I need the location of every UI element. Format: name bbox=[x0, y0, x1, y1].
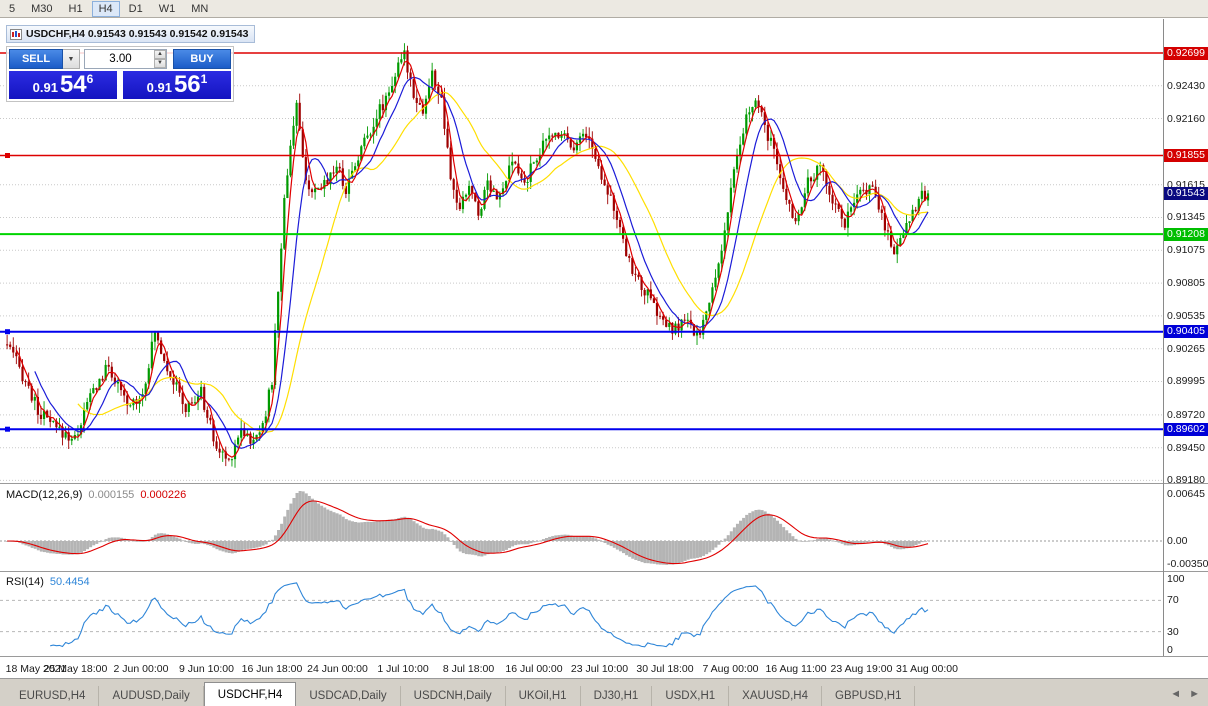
chart-icon bbox=[10, 28, 22, 40]
order-type-dropdown[interactable]: ▼ bbox=[63, 49, 80, 69]
sell-price-point: 6 bbox=[86, 72, 94, 86]
moving-average-24 bbox=[77, 91, 929, 433]
sell-price-pips: 54 bbox=[59, 71, 87, 98]
time-axis-label: 9 Jun 10:00 bbox=[179, 663, 234, 675]
sell-price-base: 0.91 bbox=[32, 80, 58, 95]
time-axis-label: 8 Jul 18:00 bbox=[442, 663, 495, 675]
buy-price-display[interactable]: 0.91 56 1 bbox=[123, 71, 231, 99]
timeframe-button-h1[interactable]: H1 bbox=[68, 2, 83, 15]
macd-signal-line bbox=[7, 500, 929, 565]
timeframe-toolbar: 5 M30 H1 H4 D1 W1 MN bbox=[0, 0, 1208, 18]
time-axis-label: 23 Aug 19:00 bbox=[830, 663, 893, 675]
chart-tab-usdcnh[interactable]: USDCNH,Daily bbox=[401, 686, 506, 706]
price-tick-label: 0.90535 bbox=[1167, 310, 1205, 322]
price-chart[interactable] bbox=[0, 20, 1163, 483]
rsi-label: RSI(14) 50.4454 bbox=[6, 576, 90, 588]
panel-separator bbox=[0, 656, 1208, 657]
timeframe-button-d1[interactable]: D1 bbox=[128, 2, 143, 15]
chart-tab-dj30[interactable]: DJ30,H1 bbox=[581, 686, 653, 706]
time-axis-label: 25 May 18:00 bbox=[43, 663, 108, 675]
timeframe-button-mn[interactable]: MN bbox=[191, 2, 209, 15]
moving-average-4 bbox=[15, 60, 929, 458]
tabs-scroll-left-icon[interactable]: ◄ bbox=[1170, 688, 1182, 700]
price-tick-label: 0.92160 bbox=[1167, 113, 1205, 125]
macd-axis-label: 0.00 bbox=[1167, 535, 1188, 547]
rsi-line bbox=[50, 582, 929, 648]
sell-price-display[interactable]: 0.91 54 6 bbox=[9, 71, 117, 99]
one-click-trading-panel: SELL ▼ ▲ ▼ BUY 0.91 54 6 0.91 56 1 bbox=[6, 46, 234, 102]
chart-tab-eurusd[interactable]: EURUSD,H4 bbox=[6, 686, 100, 706]
price-gridlines bbox=[0, 85, 1163, 481]
tabs-scroll-right-icon[interactable]: ► bbox=[1189, 688, 1200, 700]
current-price-badge: 0.91543 bbox=[1164, 187, 1208, 200]
chart-window-titlebar[interactable]: USDCHF,H4 0.91543 0.91543 0.91542 0.9154… bbox=[6, 25, 256, 43]
time-axis-label: 23 Jul 10:00 bbox=[570, 663, 629, 675]
timeframe-button-5[interactable]: 5 bbox=[9, 2, 16, 15]
macd-axis-label: -0.00350 bbox=[1167, 558, 1208, 570]
time-axis-label: 1 Jul 10:00 bbox=[377, 663, 429, 675]
rsi-axis-label: 0 bbox=[1167, 644, 1173, 656]
price-axis-divider[interactable] bbox=[1163, 19, 1164, 656]
time-axis-label: 7 Aug 00:00 bbox=[702, 663, 759, 675]
macd-label: MACD(12,26,9) 0.000155 0.000226 bbox=[6, 489, 187, 501]
time-axis-label: 16 Jul 00:00 bbox=[505, 663, 563, 675]
chart-tab-usdcad[interactable]: USDCAD,Daily bbox=[296, 686, 401, 706]
level-price-badge: 0.91208 bbox=[1164, 228, 1208, 241]
chart-tab-usdchf[interactable]: USDCHF,H4 bbox=[203, 682, 297, 706]
chart-tab-gbpusd[interactable]: GBPUSD,H1 bbox=[822, 686, 916, 706]
price-tick-label: 0.91345 bbox=[1167, 211, 1205, 223]
chart-tab-xauusd[interactable]: XAUUSD,H4 bbox=[729, 686, 822, 706]
macd-histogram bbox=[6, 491, 930, 565]
volume-increase-button[interactable]: ▲ bbox=[154, 50, 166, 59]
chart-tabs-bar: EURUSD,H4 AUDUSD,Daily USDCHF,H4 USDCAD,Dai… bbox=[0, 678, 1208, 706]
chevron-down-icon: ▼ bbox=[67, 55, 75, 63]
price-tick-label: 0.89720 bbox=[1167, 409, 1205, 421]
price-tick-label: 0.92430 bbox=[1167, 80, 1205, 92]
sell-button[interactable]: SELL bbox=[9, 49, 63, 69]
rsi-axis-label: 70 bbox=[1167, 594, 1179, 606]
level-price-badge: 0.91855 bbox=[1164, 149, 1208, 162]
timeframe-button-w1[interactable]: W1 bbox=[158, 2, 176, 15]
price-tick-label: 0.89180 bbox=[1167, 474, 1205, 486]
time-axis-label: 24 Jun 00:00 bbox=[307, 663, 368, 675]
buy-price-base: 0.91 bbox=[146, 80, 172, 95]
time-axis-label: 2 Jun 00:00 bbox=[113, 663, 169, 675]
time-axis-label: 16 Aug 11:00 bbox=[765, 663, 827, 675]
chart-title: USDCHF,H4 0.91543 0.91543 0.91542 0.9154… bbox=[26, 28, 249, 40]
price-tick-label: 0.90805 bbox=[1167, 277, 1205, 289]
timeframe-button-m30[interactable]: M30 bbox=[31, 2, 53, 15]
rsi-panel[interactable] bbox=[0, 572, 1163, 656]
price-tick-label: 0.89450 bbox=[1167, 442, 1205, 454]
panel-separator[interactable] bbox=[0, 483, 1208, 484]
time-axis-label: 30 Jul 18:00 bbox=[636, 663, 694, 675]
rsi-axis-label: 30 bbox=[1167, 626, 1179, 638]
price-tick-label: 0.91075 bbox=[1167, 244, 1205, 256]
buy-price-point: 1 bbox=[200, 72, 208, 86]
time-axis: 18 May 2021 25 May 18:00 2 Jun 00:00 9 Jun … bbox=[0, 657, 1208, 678]
moving-average-10 bbox=[34, 76, 929, 449]
volume-input[interactable] bbox=[84, 49, 167, 69]
level-price-badge: 0.89602 bbox=[1164, 423, 1208, 436]
price-tick-label: 0.89995 bbox=[1167, 375, 1205, 387]
buy-price-pips: 56 bbox=[173, 71, 201, 98]
panel-separator[interactable] bbox=[0, 571, 1208, 572]
timeframe-button-h4[interactable]: H4 bbox=[91, 0, 120, 17]
macd-axis-label: 0.00645 bbox=[1167, 488, 1205, 500]
price-tick-label: 0.90265 bbox=[1167, 343, 1205, 355]
level-price-badge: 0.90405 bbox=[1164, 325, 1208, 338]
macd-panel[interactable] bbox=[0, 484, 1163, 571]
time-axis-label: 31 Aug 00:00 bbox=[896, 663, 958, 675]
volume-decrease-button[interactable]: ▼ bbox=[154, 59, 166, 68]
rsi-axis-label: 100 bbox=[1167, 573, 1185, 585]
chart-tab-usdx[interactable]: USDX,H1 bbox=[652, 686, 730, 706]
candlestick-series bbox=[6, 43, 930, 468]
buy-button[interactable]: BUY bbox=[173, 49, 231, 69]
chart-tab-audusd[interactable]: AUDUSD,Daily bbox=[99, 686, 204, 706]
chart-tab-ukoil[interactable]: UKOil,H1 bbox=[506, 686, 581, 706]
time-axis-label: 18 May 2021 bbox=[5, 663, 67, 675]
time-axis-label: 16 Jun 18:00 bbox=[241, 663, 303, 675]
level-price-badge: 0.92699 bbox=[1164, 47, 1208, 60]
